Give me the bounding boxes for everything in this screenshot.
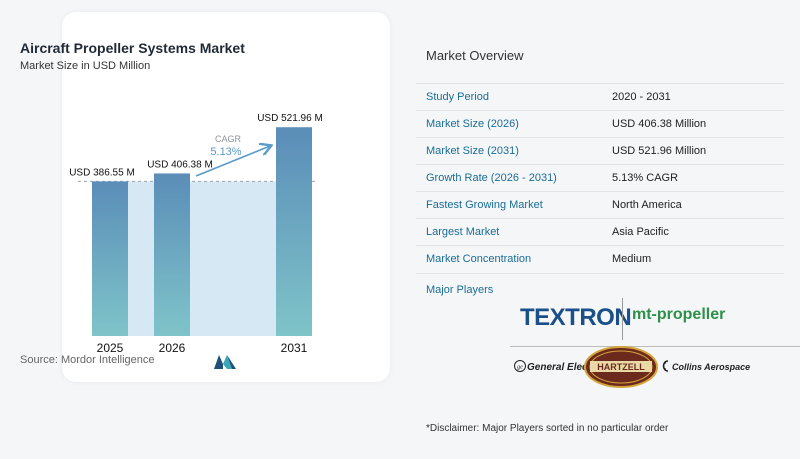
- chart-subtitle: Market Size in USD Million: [20, 60, 151, 72]
- hartzell-logo-text: HARTZELL: [597, 362, 645, 372]
- general-electric-logo: General Electric: [527, 362, 604, 373]
- x-tick-label: 2031: [281, 341, 308, 355]
- overview-row: Market Concentration Medium: [416, 245, 784, 272]
- overview-row: Largest Market Asia Pacific: [416, 218, 784, 246]
- disclaimer-text: *Disclaimer: Major Players sorted in no …: [426, 423, 669, 434]
- bar-2025: [92, 181, 128, 336]
- overview-value: Medium: [584, 245, 784, 272]
- collins-mark-icon: [662, 360, 669, 372]
- x-tick-label: 2025: [97, 341, 124, 355]
- overview-value: 5.13% CAGR: [584, 164, 784, 192]
- chart-title: Aircraft Propeller Systems Market: [20, 40, 245, 56]
- ge-monogram-icon: ge: [514, 360, 526, 372]
- overview-row: Study Period 2020 - 2031: [416, 83, 784, 111]
- cagr-arrow: [195, 146, 270, 177]
- overview-key: Market Size (2026): [416, 110, 584, 138]
- overview-value: USD 521.96 Million: [584, 137, 784, 165]
- value-label: USD 406.38 M: [147, 159, 213, 170]
- major-players-label: Major Players: [426, 284, 494, 296]
- value-label: USD 386.55 M: [69, 167, 135, 178]
- overview-value: 2020 - 2031: [584, 83, 784, 111]
- market-overview-title: Market Overview: [426, 48, 524, 63]
- overview-row: Fastest Growing Market North America: [416, 191, 784, 219]
- mt-propeller-logo: mt-propeller: [632, 306, 726, 323]
- overview-row: Growth Rate (2026 - 2031) 5.13% CAGR: [416, 164, 784, 192]
- bar-chart: USD 386.55 M 2025 USD 406.38 M 2026 USD 521.…: [69, 113, 323, 355]
- baseline-band: [92, 181, 312, 336]
- overview-key: Fastest Growing Market: [416, 191, 584, 219]
- svg-text:ge: ge: [517, 365, 523, 371]
- overview-key: Study Period: [416, 83, 584, 111]
- overview-value: Asia Pacific: [584, 218, 784, 246]
- overview-table: Study Period 2020 - 2031 Market Size (2026…: [416, 83, 784, 272]
- x-tick-label: 2026: [159, 341, 186, 355]
- cagr-label: CAGR: [215, 134, 242, 144]
- mordor-logo-icon: [214, 355, 236, 369]
- bar-2031: [276, 127, 312, 336]
- source-text: Source: Mordor Intelligence: [20, 354, 155, 366]
- overview-row: Market Size (2031) USD 521.96 Million: [416, 137, 784, 165]
- logo-divider-vertical: [622, 298, 623, 340]
- major-players-logos: TEXTRON mt-propeller ge General Electric…: [510, 296, 800, 392]
- market-overview-panel: Market Overview Study Period 2020 - 2031 M…: [416, 0, 800, 459]
- value-label: USD 521.96 M: [257, 113, 323, 124]
- overview-key: Market Size (2031): [416, 137, 584, 165]
- cagr-value: 5.13%: [210, 146, 241, 158]
- overview-key: Market Concentration: [416, 245, 584, 272]
- overview-value: USD 406.38 Million: [584, 110, 784, 138]
- overview-key: Growth Rate (2026 - 2031): [416, 164, 584, 192]
- overview-value: North America: [584, 191, 784, 219]
- collins-aerospace-logo: Collins Aerospace: [672, 362, 751, 372]
- bar-2026: [154, 173, 190, 336]
- overview-key: Largest Market: [416, 218, 584, 246]
- hartzell-logo: HARTZELL: [584, 346, 658, 388]
- table-bottom-divider: [416, 273, 784, 274]
- textron-logo: TEXTRON: [520, 304, 632, 331]
- overview-row: Market Size (2026) USD 406.38 Million: [416, 110, 784, 138]
- logo-divider-horizontal: [510, 346, 800, 347]
